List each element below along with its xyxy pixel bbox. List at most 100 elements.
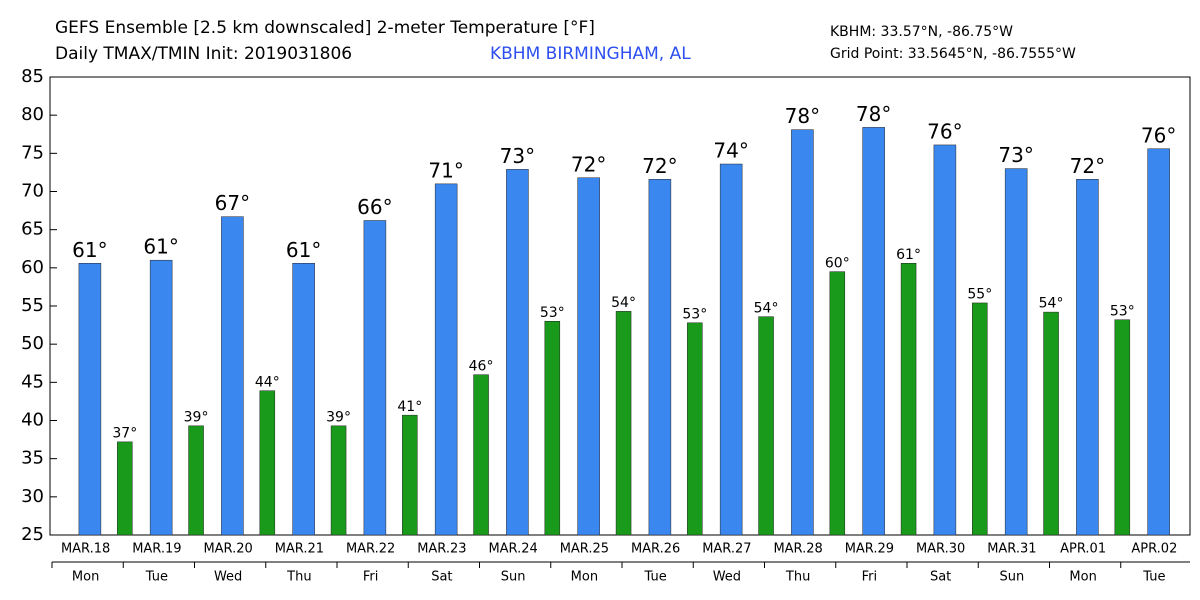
bar — [117, 441, 133, 536]
bar — [1147, 148, 1170, 536]
value-label: 41° — [397, 399, 422, 415]
value-label: 61° — [286, 238, 321, 262]
y-tick-label: 75 — [21, 142, 44, 163]
value-label: 78° — [856, 102, 891, 126]
weekday-label: Fri — [862, 570, 878, 585]
value-label: 54° — [1039, 296, 1064, 312]
value-label: 53° — [540, 305, 565, 321]
value-label: 78° — [785, 104, 820, 128]
value-label: 71° — [428, 158, 463, 182]
value-label: 73° — [500, 144, 535, 168]
weekday-label: Fri — [363, 570, 379, 585]
value-label: 53° — [1110, 303, 1135, 319]
value-label: 61° — [72, 238, 107, 262]
bar — [363, 220, 387, 536]
value-label: 37° — [112, 425, 137, 441]
bar — [862, 127, 885, 536]
value-label: 61° — [896, 247, 921, 263]
y-tick-label: 30 — [21, 486, 44, 507]
bar — [78, 263, 102, 536]
weekday-label: Thu — [785, 570, 810, 585]
value-label: 74° — [713, 139, 748, 163]
x-tick-label: MAR.27 — [702, 542, 751, 557]
y-tick-label: 85 — [21, 66, 44, 87]
x-tick-label: MAR.24 — [488, 542, 537, 557]
value-label: 44° — [255, 374, 280, 390]
value-label: 39° — [184, 409, 209, 425]
x-tick-label: MAR.30 — [916, 542, 965, 557]
chart-title: GEFS Ensemble [2.5 km downscaled] 2-mete… — [55, 18, 595, 38]
value-label: 73° — [998, 143, 1033, 167]
x-tick-label: MAR.18 — [61, 542, 110, 557]
bar — [188, 425, 204, 536]
value-label: 46° — [469, 358, 494, 374]
bar — [758, 316, 774, 536]
bar — [1004, 168, 1028, 536]
bar — [473, 374, 489, 536]
y-tick-label: 65 — [21, 219, 44, 240]
value-label: 72° — [642, 154, 677, 178]
x-tick-label: APR.02 — [1131, 542, 1177, 557]
bar — [972, 302, 988, 536]
chart-subtitle: Daily TMAX/TMIN Init: 2019031806 — [55, 44, 352, 64]
grid-point: Grid Point: 33.5645°N, -86.7555°W — [830, 46, 1076, 62]
value-label: 67° — [215, 191, 250, 215]
weekday-label: Mon — [72, 570, 99, 585]
y-tick-label: 25 — [21, 524, 44, 545]
bar — [544, 321, 561, 536]
station: KBHM: 33.57°N, -86.75°W — [830, 24, 1013, 40]
x-tick-label: APR.01 — [1060, 542, 1106, 557]
weekday-label: Sat — [431, 570, 452, 585]
bar — [829, 271, 846, 536]
x-tick-label: MAR.22 — [346, 542, 395, 557]
bar — [1076, 179, 1099, 536]
value-label: 66° — [357, 195, 392, 219]
bar — [648, 179, 672, 536]
x-tick-label: MAR.19 — [132, 542, 181, 557]
value-label: 39° — [326, 409, 351, 425]
bar — [434, 183, 458, 536]
bar — [330, 425, 347, 536]
x-tick-label: MAR.29 — [845, 542, 894, 557]
weekday-label: Sun — [501, 570, 526, 585]
value-label: 76° — [927, 119, 962, 143]
x-tick-label: MAR.23 — [417, 542, 466, 557]
y-tick-label: 80 — [21, 104, 44, 125]
bar — [615, 311, 632, 536]
bar — [719, 163, 743, 536]
weekday-label: Tue — [644, 570, 667, 585]
weekday-label: Thu — [286, 570, 311, 585]
y-tick-label: 40 — [21, 410, 44, 431]
value-label: 53° — [682, 306, 707, 322]
weekday-label: Tue — [145, 570, 168, 585]
weekday-label: Mon — [571, 570, 598, 585]
value-label: 54° — [754, 300, 779, 316]
value-label: 55° — [967, 287, 992, 303]
value-label: 72° — [571, 152, 606, 176]
y-tick-label: 60 — [21, 257, 44, 278]
value-label: 61° — [143, 235, 178, 259]
y-tick-label: 45 — [21, 371, 44, 392]
value-label: 54° — [611, 295, 636, 311]
y-tick-label: 50 — [21, 333, 44, 354]
bar — [687, 322, 703, 536]
weekday-label: Wed — [214, 570, 242, 585]
value-label: 60° — [825, 255, 850, 271]
weekday-label: Tue — [1142, 570, 1165, 585]
location: KBHM BIRMINGHAM, AL — [490, 44, 691, 64]
x-tick-label: MAR.20 — [203, 542, 252, 557]
bar — [933, 144, 957, 536]
y-tick-label: 35 — [21, 448, 44, 469]
x-tick-label: MAR.21 — [275, 542, 324, 557]
bar — [402, 414, 418, 536]
y-tick-label: 55 — [21, 295, 44, 316]
bar — [1114, 319, 1131, 536]
bar — [259, 390, 276, 536]
bar — [791, 129, 814, 536]
bar — [577, 177, 600, 536]
value-label: 76° — [1141, 123, 1176, 147]
x-tick-label: MAR.31 — [987, 542, 1036, 557]
bar — [292, 263, 315, 536]
